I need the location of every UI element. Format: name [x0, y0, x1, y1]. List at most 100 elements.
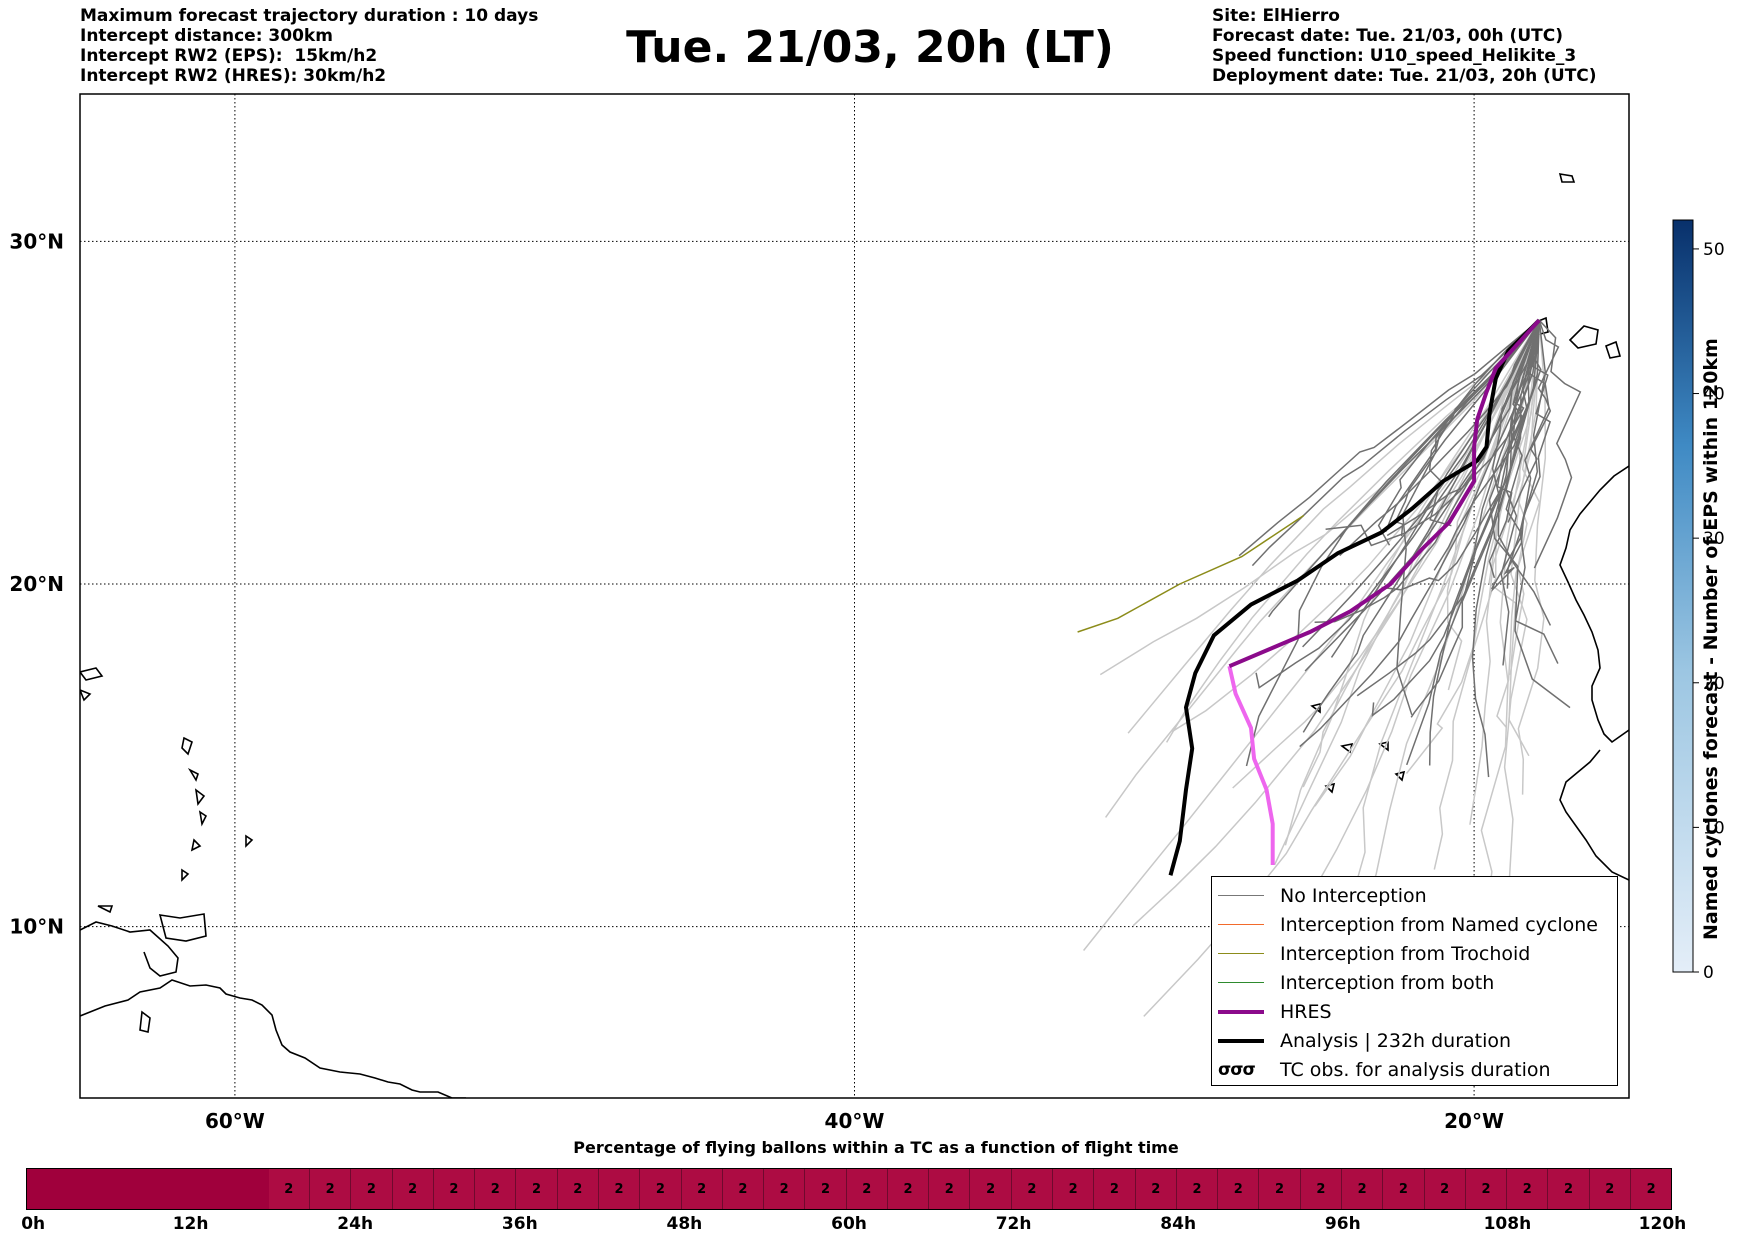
- timebar-cell: 2: [392, 1169, 434, 1209]
- map-frame: [79, 93, 1630, 1099]
- ensemble-trajectory-no-interception: [1356, 320, 1540, 697]
- legend-swatch-no-interception: [1218, 895, 1264, 896]
- legend-label-analysis: Analysis | 232h duration: [1280, 1029, 1512, 1052]
- lon-tick-label: 60°W: [205, 1109, 265, 1133]
- lat-tick-label: 30°N: [9, 229, 64, 253]
- tc-symbol-icon: σσσ: [1218, 1059, 1256, 1080]
- ensemble-trajectory-no-interception: [1433, 320, 1542, 571]
- ensemble-trajectory-light: [1509, 320, 1540, 676]
- header-right-info: Site: ElHierro Forecast date: Tue. 21/03…: [1212, 6, 1597, 86]
- timebar-cell: 2: [1630, 1169, 1672, 1209]
- timebar-tick-label: 12h: [172, 1214, 209, 1234]
- ensemble-trajectory-no-interception: [1299, 320, 1540, 748]
- caribbean-island-11: [139, 1010, 151, 1033]
- timebar-cell: 2: [1589, 1169, 1631, 1209]
- timebar-tick-label: 60h: [831, 1214, 867, 1234]
- caribbean-island-1: [80, 667, 104, 681]
- west-africa-coast: [1559, 465, 1629, 744]
- ensemble-trajectory-light: [1132, 319, 1540, 927]
- trochoid-trajectory: [1077, 514, 1305, 633]
- trinidad-coast: [158, 913, 207, 942]
- caribbean-island-2: [80, 689, 92, 702]
- timebar-cell: 2: [1135, 1169, 1177, 1209]
- intercept-distance-text: Intercept distance: 300km: [80, 26, 333, 46]
- intercept-hres-text: Intercept RW2 (HRES): 30km/h2: [80, 66, 387, 86]
- timebar-cell: 2: [1218, 1169, 1260, 1209]
- timebar-cell: 2: [1053, 1169, 1095, 1209]
- max-duration-text: Maximum forecast trajectory duration : 1…: [80, 6, 539, 26]
- colorbar-tick-label: 30: [1703, 529, 1725, 549]
- timebar-cell: 2: [309, 1169, 352, 1209]
- legend-swatch-trochoid: [1218, 953, 1264, 954]
- legend-label-no-interception: No Interception: [1280, 884, 1427, 907]
- timebar-tick-label: 48h: [666, 1214, 703, 1234]
- site-text: Site: ElHierro: [1212, 6, 1340, 26]
- timebar-cell: 2: [1300, 1169, 1342, 1209]
- cape-verde-island-1: [1310, 702, 1321, 714]
- ensemble-trajectory-no-interception: [1491, 320, 1547, 592]
- lat-tick-label: 10°N: [9, 915, 64, 939]
- legend-box: No Interception Interception from Named …: [1211, 876, 1618, 1086]
- ensemble-trajectory-light: [1503, 320, 1540, 948]
- legend-swatch-named-cyclone: [1218, 924, 1264, 925]
- hres-trajectory: [1228, 318, 1541, 669]
- ensemble-trajectory-no-interception: [1245, 319, 1540, 767]
- ensemble-trajectory-light: [1496, 320, 1541, 728]
- ensemble-trajectory-light: [1517, 320, 1547, 795]
- legend-item-analysis: Analysis | 232h duration: [1212, 1026, 1617, 1055]
- timebar-cell: 2: [351, 1169, 393, 1209]
- ensemble-trajectory-light: [1314, 319, 1540, 807]
- legend-item-tc-obs: σσσ TC obs. for analysis duration: [1212, 1055, 1617, 1084]
- ensemble-trajectory-no-interception: [1386, 319, 1540, 537]
- ensemble-trajectory-no-interception: [1251, 319, 1540, 567]
- caribbean-island-9: [245, 834, 254, 848]
- caribbean-island-8: [181, 868, 190, 882]
- south-america-coast: [80, 979, 466, 1098]
- forecast-date-text: Forecast date: Tue. 21/03, 00h (UTC): [1212, 26, 1563, 46]
- timebar-cell: 2: [1424, 1169, 1466, 1209]
- timebar-cell: 2: [805, 1169, 847, 1209]
- timebar-cell: 2: [1176, 1169, 1219, 1209]
- colorbar-label: Named cyclones forecast - Number of EPS …: [1700, 338, 1722, 940]
- ensemble-trajectory-no-interception: [1488, 319, 1571, 709]
- timebar-cell: 2: [1507, 1169, 1549, 1209]
- senegal-coast: [1559, 749, 1629, 881]
- ensemble-trajectory-light: [1127, 319, 1540, 734]
- timebar-cell: 2: [475, 1169, 517, 1209]
- timebar-cell: 2: [1094, 1169, 1136, 1209]
- legend-item-both: Interception from both: [1212, 968, 1617, 997]
- timebar-cell: 2: [846, 1169, 888, 1209]
- timebar-tick-label: 108h: [1483, 1214, 1532, 1234]
- legend-item-trochoid: Interception from Trochoid: [1212, 939, 1617, 968]
- caribbean-island-10: [97, 905, 114, 914]
- timebar-cell: 2: [929, 1169, 971, 1209]
- colorbar-tick-label: 10: [1703, 818, 1725, 838]
- timebar-cell: 2: [433, 1169, 476, 1209]
- caribbean-island-4: [187, 768, 199, 782]
- ensemble-trajectory-light: [1104, 319, 1540, 818]
- timebar-cell: [188, 1169, 229, 1209]
- timebar-cell: 2: [887, 1169, 930, 1209]
- lat-tick-label: 20°N: [9, 572, 64, 596]
- trajectories: [1077, 318, 1582, 1017]
- caribbean-island-7: [190, 838, 202, 852]
- timebar-tick-label: 36h: [501, 1214, 538, 1234]
- timebar-cell: [228, 1169, 269, 1209]
- ensemble-trajectory-light: [1083, 319, 1540, 951]
- timebar-cell: 2: [1342, 1169, 1384, 1209]
- caribbean-island-5: [194, 788, 206, 807]
- ensemble-trajectory-no-interception: [1394, 319, 1540, 537]
- timebar-cell: 2: [516, 1169, 558, 1209]
- cape-verde-island-3: [1378, 740, 1389, 752]
- timebar-title: Percentage of flying ballons within a TC…: [573, 1138, 1179, 1157]
- header-left-info: Maximum forecast trajectory duration : 1…: [80, 6, 538, 86]
- timebar-cell: 2: [681, 1169, 723, 1209]
- legend-label-tc-obs: TC obs. for analysis duration: [1280, 1058, 1551, 1081]
- timebar-cell: 2: [1011, 1169, 1054, 1209]
- canary-island-3: [1605, 340, 1622, 359]
- colorbar-tick-label: 50: [1703, 240, 1725, 260]
- ensemble-trajectory-no-interception: [1238, 319, 1540, 557]
- timebar-cell: 2: [970, 1169, 1012, 1209]
- colorbar-tick-label: 20: [1703, 674, 1725, 694]
